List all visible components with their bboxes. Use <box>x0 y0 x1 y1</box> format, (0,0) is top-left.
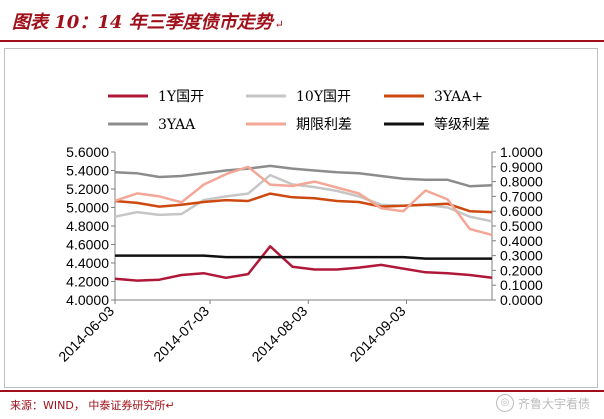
chart-frame <box>4 48 598 388</box>
paragraph-mark-icon: ↵ <box>274 18 284 31</box>
right-axis-tick-label: 0.5000 <box>500 218 543 234</box>
right-axis-tick-label: 0.8000 <box>500 174 543 190</box>
paragraph-mark-icon: ↵ <box>165 399 175 412</box>
watermark-text: 齐鲁大宇看债 <box>517 396 590 411</box>
legend-label: 期限利差 <box>296 117 352 133</box>
legend-label: 等级利差 <box>434 116 490 133</box>
left-axis-tick-label: 4.4000 <box>66 255 109 271</box>
series-line-1Y国开 <box>114 245 493 282</box>
right-axis-tick-label: 0.9000 <box>500 159 543 175</box>
right-axis-tick-label: 0.6000 <box>500 203 543 219</box>
source-bar: 来源：WIND， 中泰证券研究所↵ ◎ 齐鲁大宇看债 <box>0 390 604 419</box>
x-axis-tick-label: 2014-07-03 <box>150 303 212 365</box>
right-axis-tick-label: 0.0000 <box>500 292 543 308</box>
left-axis-tick-label: 4.2000 <box>66 274 109 290</box>
chart-title-text: 图表 10：14 年三季度债市走势 <box>12 12 273 33</box>
source-text: 来源：WIND， 中泰证券研究所 <box>10 399 166 412</box>
wechat-icon: ◎ <box>495 394 514 412</box>
series-line-等级利差 <box>115 254 492 260</box>
left-axis-tick-label: 4.8000 <box>66 218 109 234</box>
chart-title: 图表 10：14 年三季度债市走势 ↵ <box>12 8 284 34</box>
left-axis-tick-label: 4.6000 <box>66 237 109 253</box>
series-line-期限利差 <box>114 165 493 237</box>
legend-label: 1Y国开 <box>158 89 204 105</box>
left-axis-tick-label: 5.2000 <box>66 181 109 197</box>
source-note: 来源：WIND， 中泰证券研究所↵ <box>10 397 175 413</box>
legend-label: 3YAA <box>158 117 196 133</box>
series-line-3YAA+ <box>114 192 493 214</box>
x-axis-tick-label: 2014-08-03 <box>248 303 310 365</box>
title-bar: 图表 10：14 年三季度债市走势 ↵ <box>0 0 604 42</box>
legend-label: 3YAA+ <box>434 89 483 105</box>
left-axis-tick-label: 5.0000 <box>66 200 109 216</box>
x-axis-tick-label: 2014-06-03 <box>55 303 117 365</box>
bond-market-chart: 4.0000 4.2000 4.4000 4.6000 4.8000 5.0000 5.20… <box>55 89 543 365</box>
right-axis-tick-label: 0.2000 <box>500 262 543 278</box>
x-axis-tick-label: 2014-09-03 <box>347 303 409 365</box>
left-axis-tick-label: 5.4000 <box>66 163 109 179</box>
right-axis-tick-label: 0.7000 <box>500 188 543 204</box>
series-line-3YAA <box>114 164 493 188</box>
right-axis-tick-label: 0.1000 <box>500 277 543 293</box>
right-axis-tick-label: 0.3000 <box>500 248 543 264</box>
legend-label: 10Y国开 <box>296 89 351 105</box>
left-axis-tick-label: 4.0000 <box>66 292 109 308</box>
watermark: ◎ 齐鲁大宇看债 <box>495 394 590 412</box>
right-axis-tick-label: 1.0000 <box>500 144 543 160</box>
left-axis-tick-label: 5.6000 <box>66 144 109 160</box>
right-axis-tick-label: 0.4000 <box>500 233 543 249</box>
